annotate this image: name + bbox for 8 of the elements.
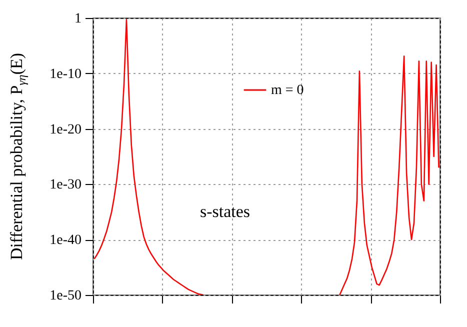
y-tick-label: 1e-40 <box>50 233 82 248</box>
legend-label: m = 0 <box>271 83 304 98</box>
y-tick-label: 1 <box>74 12 82 26</box>
y-tick-label: 1e-50 <box>50 288 82 304</box>
y-tick-label: 1e-10 <box>50 66 82 82</box>
y-tick-label: 1e-20 <box>50 122 82 138</box>
y-tick-label: 1e-30 <box>50 178 82 193</box>
annotation: s-states <box>200 202 250 221</box>
